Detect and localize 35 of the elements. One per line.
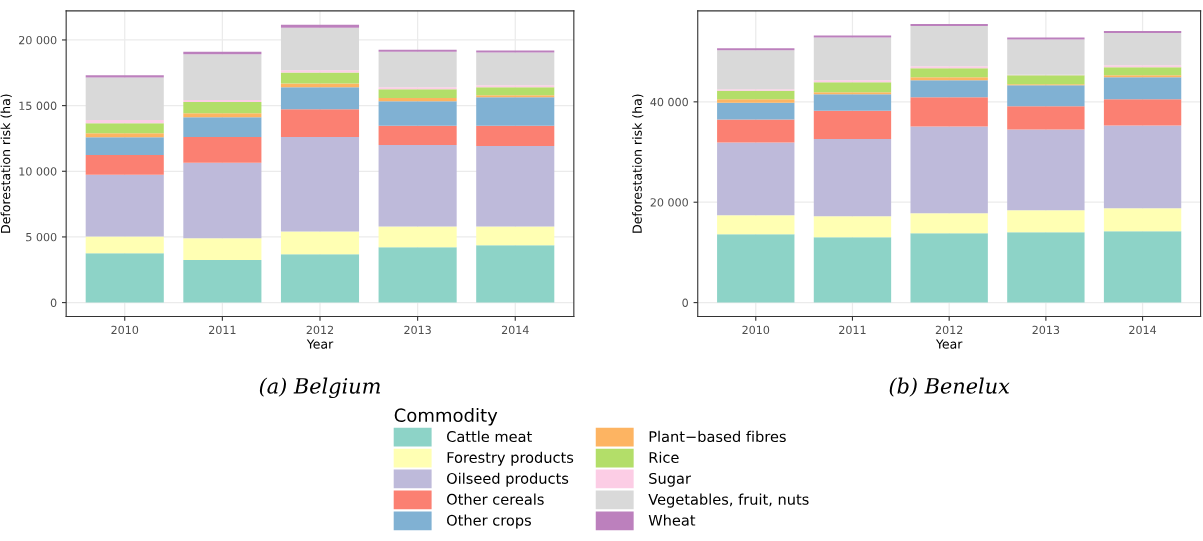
x-tick-label: 2014 — [1129, 325, 1157, 335]
legend-label: Plant−based fibres — [649, 430, 786, 443]
legend-label: Vegetables, fruit, nuts — [648, 493, 809, 508]
legend-label: Rice — [649, 451, 679, 463]
y-tick-label: 20 000 — [650, 198, 688, 207]
legend-label: Other cereals — [447, 493, 544, 505]
legend-label: Wheat — [648, 514, 696, 526]
y-axis-title: Deforestation risk (ha) — [0, 94, 12, 233]
legend-label: Sugar — [649, 472, 691, 487]
legend-label: Other crops — [447, 514, 531, 529]
text: (a) Belgium — [259, 377, 380, 399]
y-tick-label: 15 000 — [19, 101, 57, 110]
legend-label: Cattle meat — [447, 430, 532, 443]
y-tick-label: 10 000 — [19, 167, 57, 176]
x-tick-label: 2014 — [501, 325, 529, 335]
x-tick-label: 2013 — [1032, 325, 1060, 335]
legend-label: Oilseed products — [447, 472, 569, 487]
y-tick-label: 20 000 — [19, 35, 57, 45]
x-tick-label: 2010 — [742, 325, 770, 335]
x-axis-title: Year — [935, 339, 963, 349]
x-tick-label: 2011 — [839, 325, 866, 335]
legend-title: Commodity — [394, 408, 498, 426]
x-tick-label: 2010 — [111, 325, 139, 335]
y-tick-label: 0 — [682, 298, 688, 307]
x-tick-label: 2011 — [209, 325, 236, 335]
y-tick-label: 5 000 — [26, 232, 57, 242]
y-tick-label: 0 — [50, 298, 57, 307]
x-tick-label: 2013 — [404, 325, 431, 335]
y-tick-label: 40 000 — [650, 97, 688, 107]
legend-label: Forestry products — [447, 451, 574, 466]
x-tick-label: 2012 — [306, 325, 334, 335]
y-axis-title: Deforestation risk (ha) — [632, 94, 644, 233]
x-axis-title: Year — [306, 339, 334, 349]
x-tick-label: 2012 — [935, 325, 963, 335]
text: (b) Benelux — [889, 377, 1010, 397]
